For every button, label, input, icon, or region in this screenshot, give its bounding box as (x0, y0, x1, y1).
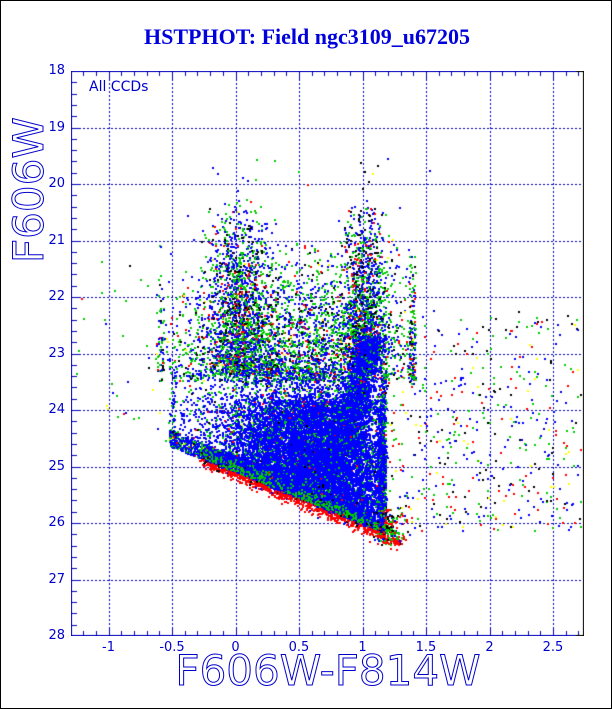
y-axis-title: F606W (4, 117, 54, 264)
y-tick-label: 26 (48, 515, 65, 530)
y-tick-label: 24 (48, 402, 65, 417)
x-tick-label: -1 (102, 640, 115, 655)
y-tick-label: 18 (48, 63, 65, 78)
y-axis-title-text: F606W (4, 117, 53, 263)
x-tick-label: 1.5 (415, 640, 437, 655)
x-tick-label: 2.5 (542, 640, 564, 655)
y-tick-label: 23 (48, 345, 65, 361)
x-tick-label: 0.5 (288, 640, 310, 655)
y-tick-label: 19 (48, 119, 65, 135)
x-tick-label: 1 (358, 640, 367, 655)
x-axis-title: F606W-F814W (175, 646, 481, 696)
cmd-scatter-canvas (71, 71, 584, 636)
x-tick-label: -0.5 (159, 640, 185, 655)
legend-all-ccds: All CCDs (89, 79, 149, 95)
y-tick-label: 28 (48, 628, 65, 643)
x-tick-label: 0 (231, 640, 240, 655)
x-tick-label: 2 (485, 640, 494, 655)
chart-title: HSTPHOT: Field ngc3109_u67205 (144, 24, 470, 49)
y-tick-label: 21 (48, 232, 65, 248)
y-tick-label: 20 (48, 176, 65, 191)
y-tick-label: 22 (48, 289, 65, 304)
x-axis-title-text: F606W-F814W (175, 646, 480, 695)
y-tick-label: 25 (48, 458, 65, 474)
y-tick-label: 27 (48, 571, 65, 587)
